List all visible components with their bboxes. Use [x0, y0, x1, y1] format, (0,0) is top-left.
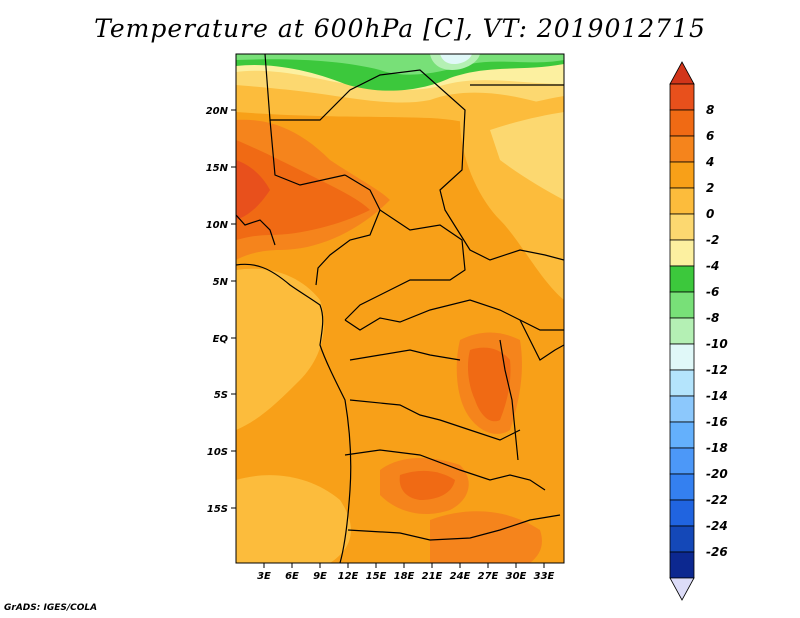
grads-credit: GrADS: IGES/COLA: [4, 603, 98, 613]
colorbar-swatch: [669, 369, 695, 397]
lon-label-33e: 33E: [534, 571, 555, 582]
lon-label-6e: 6E: [285, 571, 299, 582]
lon-label-21e: 21E: [422, 571, 443, 582]
lon-label-24e: 24E: [450, 571, 471, 582]
colorbar-label: -24: [706, 519, 728, 533]
colorbar-label: -26: [706, 545, 728, 559]
colorbar-swatch: [669, 213, 695, 241]
colorbar-label: 8: [706, 103, 714, 117]
colorbar-swatch: [669, 447, 695, 475]
lon-label-18e: 18E: [394, 571, 415, 582]
map-frame: [235, 53, 565, 564]
colorbar-swatch: [669, 343, 695, 371]
colorbar-bottom-arrow: [669, 577, 695, 601]
colorbar-swatch: [669, 187, 695, 215]
colorbar-label: -18: [706, 441, 728, 455]
lat-label-5n: 5N: [213, 277, 229, 288]
lon-label-27e: 27E: [478, 571, 499, 582]
colorbar-swatch: [669, 109, 695, 137]
lat-label-10n: 10N: [206, 220, 229, 231]
lon-label-3e: 3E: [257, 571, 271, 582]
colorbar: 8 6 4 2 0 -2 -4 -6 -8 -10 -12 -14 -16 -18 -20 -22 -24 -26: [669, 61, 728, 601]
colorbar-label: 4: [705, 155, 714, 169]
colorbar-label: -16: [706, 415, 728, 429]
lat-label-10s: 10S: [207, 447, 228, 458]
colorbar-label: 0: [706, 207, 714, 221]
colorbar-swatch: [669, 265, 695, 293]
colorbar-swatch: [669, 239, 695, 267]
lat-axis: 20N 15N 10N 5N EQ 5S 10S 15S: [206, 106, 236, 515]
lon-label-15e: 15E: [366, 571, 387, 582]
colorbar-label: 2: [706, 181, 714, 195]
colorbar-label: -20: [706, 467, 728, 481]
colorbar-top-arrow: [669, 61, 695, 85]
colorbar-swatch: [669, 421, 695, 449]
colorbar-label: 6: [706, 129, 714, 143]
colorbar-swatch: [669, 83, 695, 111]
colorbar-swatch: [669, 499, 695, 527]
colorbar-label: -22: [706, 493, 728, 507]
colorbar-swatch: [669, 551, 695, 579]
colorbar-label: -4: [706, 259, 719, 273]
colorbar-swatch: [669, 135, 695, 163]
lon-axis: 3E 6E 9E 12E 15E 18E 21E 24E 27E 30E 33E: [257, 563, 555, 582]
lat-label-eq: EQ: [213, 334, 229, 345]
colorbar-label: -8: [706, 311, 719, 325]
country-borders: [236, 54, 564, 563]
lon-label-12e: 12E: [338, 571, 359, 582]
colorbar-swatch: [669, 525, 695, 553]
colorbar-swatch: [669, 395, 695, 423]
lat-label-5s: 5S: [214, 390, 228, 401]
lon-label-9e: 9E: [313, 571, 327, 582]
colorbar-swatch: [669, 473, 695, 501]
lat-label-15n: 15N: [206, 163, 229, 174]
colorbar-label: -10: [706, 337, 728, 351]
lat-label-20n: 20N: [206, 106, 229, 117]
colorbar-label: -12: [706, 363, 728, 377]
lat-label-15s: 15S: [207, 504, 228, 515]
colorbar-swatch: [669, 291, 695, 319]
colorbar-label: -2: [706, 233, 719, 247]
colorbar-label: -6: [706, 285, 719, 299]
colorbar-swatch: [669, 161, 695, 189]
colorbar-swatch: [669, 317, 695, 345]
temperature-field: [236, 54, 564, 563]
lon-label-30e: 30E: [506, 571, 527, 582]
map-title: Temperature at 600hPa [C], VT: 201901271…: [94, 14, 706, 43]
colorbar-label: -14: [706, 389, 728, 403]
